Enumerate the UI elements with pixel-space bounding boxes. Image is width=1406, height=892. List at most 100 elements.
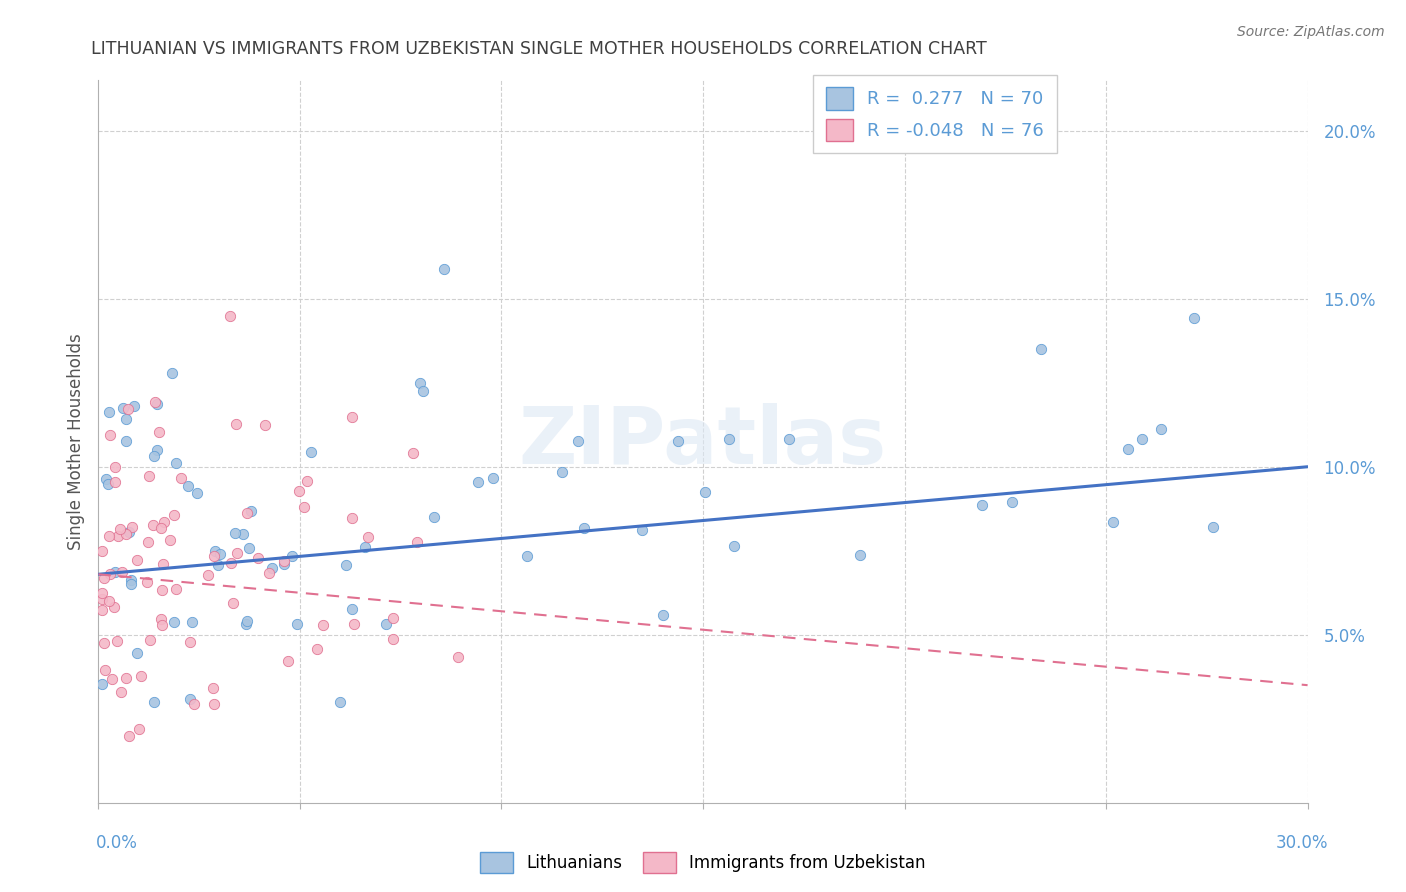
Point [305, 641, 328, 656]
Point [183, 697, 205, 711]
Point [117, 401, 139, 416]
Text: Source: ZipAtlas.com: Source: ZipAtlas.com [1237, 25, 1385, 39]
Point [138, 469, 160, 483]
Legend: R =  0.277   N = 70, R = -0.048   N = 76: R = 0.277 N = 70, R = -0.048 N = 76 [813, 75, 1057, 153]
Point [120, 577, 142, 591]
Point [114, 412, 136, 426]
Point [143, 395, 166, 409]
Point [467, 475, 489, 489]
Point [146, 443, 169, 458]
Point [652, 607, 675, 622]
Y-axis label: Single Mother Households: Single Mother Households [66, 334, 84, 549]
Point [179, 692, 201, 706]
Point [446, 650, 468, 665]
Point [402, 446, 425, 460]
Point [114, 434, 136, 449]
Point [121, 520, 143, 534]
Point [152, 557, 174, 571]
Point [277, 654, 299, 668]
Point [273, 554, 295, 568]
Point [98, 405, 121, 419]
Point [93, 571, 115, 585]
Point [381, 611, 404, 625]
Point [433, 262, 456, 277]
Point [516, 549, 538, 563]
Point [253, 417, 276, 432]
Point [91, 591, 114, 606]
Point [105, 634, 128, 648]
Point [165, 582, 187, 596]
Point [150, 618, 173, 632]
Point [630, 523, 652, 537]
Point [666, 434, 689, 449]
Point [222, 596, 245, 610]
Point [165, 456, 187, 470]
Point [100, 672, 122, 686]
Point [98, 529, 121, 543]
Point [202, 697, 225, 711]
Point [111, 401, 134, 415]
Point [117, 729, 139, 743]
Point [197, 567, 219, 582]
Point [723, 539, 745, 553]
Point [129, 668, 152, 682]
Point [693, 485, 716, 500]
Point [149, 521, 172, 535]
Point [312, 618, 335, 632]
Point [98, 566, 121, 581]
Point [236, 506, 259, 520]
Point [160, 366, 183, 380]
Point [1150, 422, 1173, 436]
Point [273, 557, 295, 571]
Point [235, 614, 257, 628]
Point [91, 677, 114, 691]
Point [287, 484, 309, 499]
Point [225, 417, 247, 431]
Point [142, 695, 165, 709]
Point [125, 646, 148, 660]
Point [159, 533, 181, 548]
Point [148, 425, 170, 439]
Point [412, 384, 434, 399]
Point [1029, 342, 1052, 356]
Point [225, 546, 247, 560]
Point [124, 399, 146, 413]
Point [353, 540, 375, 554]
Point [98, 594, 121, 608]
Point [423, 509, 446, 524]
Point [110, 685, 132, 699]
Point [98, 428, 121, 442]
Point [108, 522, 131, 536]
Point [1116, 442, 1139, 457]
Point [115, 671, 138, 685]
Point [292, 500, 315, 514]
Point [281, 549, 304, 564]
Point [104, 475, 127, 489]
Point [219, 309, 242, 323]
Point [235, 616, 257, 631]
Point [186, 485, 208, 500]
Point [572, 521, 595, 535]
Point [567, 434, 589, 448]
Point [150, 612, 173, 626]
Point [224, 525, 246, 540]
Point [299, 445, 322, 459]
Point [375, 617, 398, 632]
Point [1182, 311, 1205, 326]
Point [343, 616, 366, 631]
Point [342, 511, 364, 525]
Point [848, 548, 870, 562]
Text: 30.0%: 30.0% [1277, 834, 1329, 852]
Point [207, 558, 229, 572]
Point [91, 586, 114, 600]
Point [97, 477, 120, 491]
Point [91, 603, 114, 617]
Point [120, 574, 142, 588]
Point [1001, 495, 1024, 509]
Point [93, 636, 115, 650]
Point [409, 376, 432, 391]
Point [94, 472, 117, 486]
Point [179, 635, 201, 649]
Point [382, 632, 405, 646]
Point [142, 517, 165, 532]
